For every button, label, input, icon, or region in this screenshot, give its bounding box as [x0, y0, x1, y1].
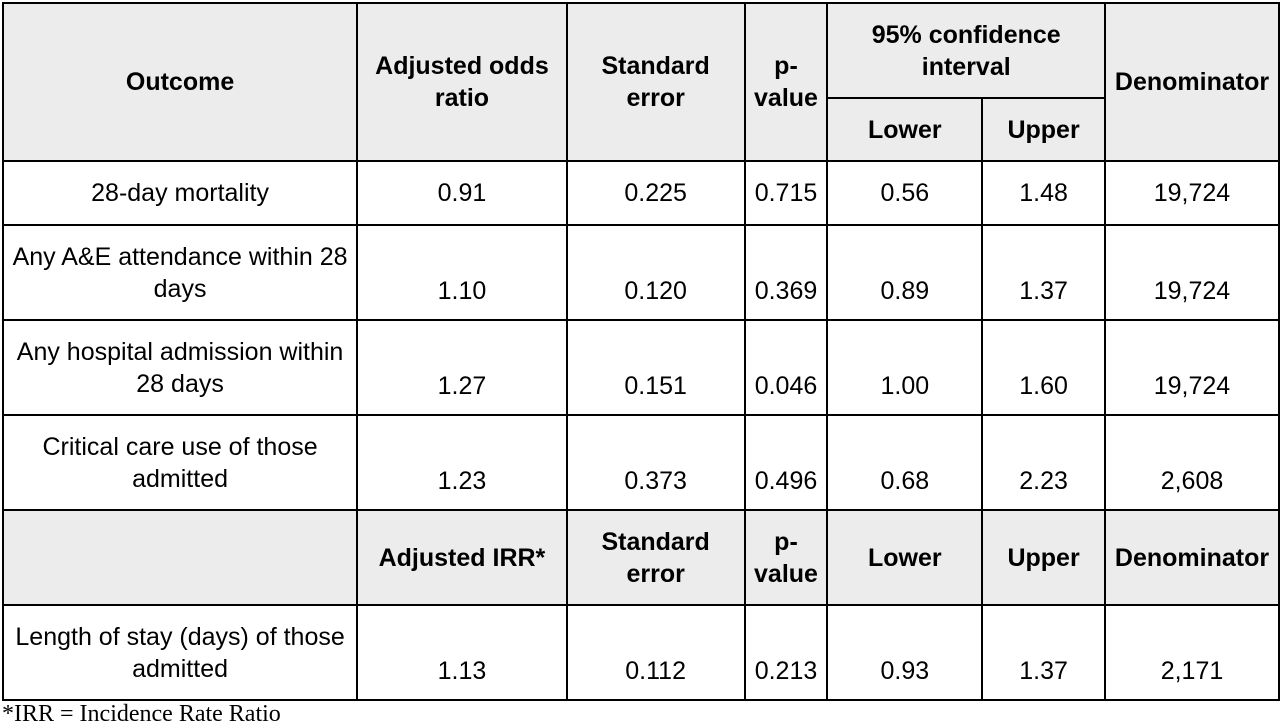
header-p-value: p-value	[743, 2, 829, 162]
header-row-1: Outcome Adjusted odds ratio Standard err…	[1, 2, 1280, 162]
header-denominator: Denominator	[1103, 509, 1280, 606]
lower-cell: 1.00	[826, 319, 984, 416]
outcome-cell: 28-day mortality	[1, 160, 359, 226]
table-row: 28-day mortality 0.91 0.225 0.715 0.56 1…	[1, 160, 1280, 226]
p-value-cell: 0.213	[743, 604, 829, 701]
header-adjusted-irr: Adjusted IRR*	[356, 509, 568, 606]
results-table: Outcome Adjusted odds ratio Standard err…	[1, 2, 1280, 701]
header-lower: Lower	[826, 97, 984, 162]
standard-error-cell: 0.151	[565, 319, 746, 416]
header-denominator: Denominator	[1103, 2, 1280, 162]
header-outcome-empty	[1, 509, 359, 606]
standard-error-cell: 0.373	[565, 414, 746, 511]
estimate-cell: 1.23	[356, 414, 568, 511]
outcome-cell: Any hospital admission within 28 days	[1, 319, 359, 416]
upper-cell: 1.37	[981, 224, 1106, 321]
standard-error-cell: 0.112	[565, 604, 746, 701]
lower-cell: 0.93	[826, 604, 984, 701]
p-value-cell: 0.496	[743, 414, 829, 511]
header-standard-error: Standard error	[565, 2, 746, 162]
outcome-cell: Any A&E attendance within 28 days	[1, 224, 359, 321]
outcome-cell: Critical care use of those admitted	[1, 414, 359, 511]
header-lower: Lower	[826, 509, 984, 606]
denominator-cell: 19,724	[1103, 160, 1280, 226]
table-row: Any hospital admission within 28 days 1.…	[1, 319, 1280, 416]
header-confidence-interval: 95% confidence interval	[826, 2, 1106, 99]
lower-cell: 0.68	[826, 414, 984, 511]
estimate-cell: 1.27	[356, 319, 568, 416]
p-value-cell: 0.715	[743, 160, 829, 226]
upper-cell: 1.48	[981, 160, 1106, 226]
lower-cell: 0.56	[826, 160, 984, 226]
header-upper: Upper	[981, 97, 1106, 162]
table-row: Critical care use of those admitted 1.23…	[1, 414, 1280, 511]
upper-cell: 1.37	[981, 604, 1106, 701]
header-outcome: Outcome	[1, 2, 359, 162]
header-p-value: p-value	[743, 509, 829, 606]
table-row: Any A&E attendance within 28 days 1.10 0…	[1, 224, 1280, 321]
estimate-cell: 0.91	[356, 160, 568, 226]
estimate-cell: 1.10	[356, 224, 568, 321]
denominator-cell: 2,171	[1103, 604, 1280, 701]
p-value-cell: 0.369	[743, 224, 829, 321]
table-row: Length of stay (days) of those admitted …	[1, 604, 1280, 701]
footnote: *IRR = Incidence Rate Ratio	[2, 701, 281, 727]
denominator-cell: 19,724	[1103, 319, 1280, 416]
upper-cell: 1.60	[981, 319, 1106, 416]
header-adjusted-odds-ratio: Adjusted odds ratio	[356, 2, 568, 162]
header-row-2: Lower Upper	[3, 97, 1279, 162]
outcome-cell: Length of stay (days) of those admitted	[1, 604, 359, 701]
denominator-cell: 19,724	[1103, 224, 1280, 321]
p-value-cell: 0.046	[743, 319, 829, 416]
header-standard-error: Standard error	[565, 509, 746, 606]
upper-cell: 2.23	[981, 414, 1106, 511]
standard-error-cell: 0.120	[565, 224, 746, 321]
denominator-cell: 2,608	[1103, 414, 1280, 511]
lower-cell: 0.89	[826, 224, 984, 321]
estimate-cell: 1.13	[356, 604, 568, 701]
standard-error-cell: 0.225	[565, 160, 746, 226]
header-upper: Upper	[981, 509, 1106, 606]
header-row-irr: Adjusted IRR* Standard error p-value Low…	[1, 509, 1280, 606]
